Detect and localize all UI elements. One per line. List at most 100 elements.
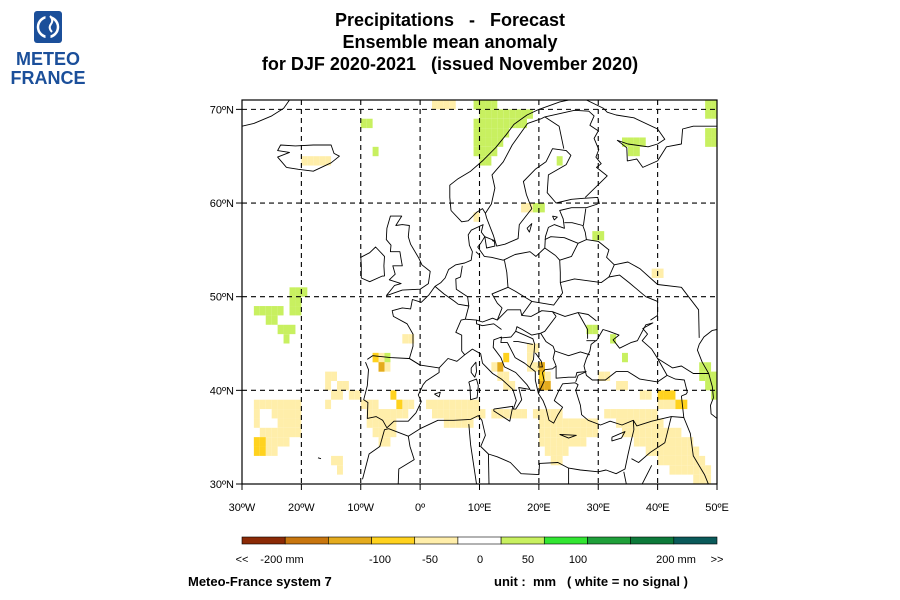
anomaly-cell-green [479,118,486,129]
anomaly-cell-light-yellow [693,474,700,484]
anomaly-cell-green [711,371,717,381]
anomaly-cell-light-yellow [325,399,332,410]
anomaly-cell-green [586,324,593,335]
anomaly-cell-light-yellow [705,465,712,475]
anomaly-cell-light-yellow [639,427,646,438]
coastline-segment [611,431,626,442]
anomaly-cell-light-yellow [645,390,652,400]
anomaly-cell-light-yellow [639,390,646,400]
coastline-segment [683,417,709,484]
anomaly-cell-light-yellow [437,399,444,410]
anomaly-cell-light-yellow [521,409,527,419]
anomaly-cell-light-yellow [467,399,474,410]
meteo-france-emblem-icon [34,11,62,43]
lon-tick-label: 40ºE [646,502,670,514]
coastline-segment [657,358,709,374]
anomaly-cell-light-yellow [277,427,284,438]
anomaly-cell-light-yellow [544,437,551,447]
anomaly-cell-green [598,231,605,241]
anomaly-cell-light-yellow [443,418,450,428]
anomaly-cell-light-yellow [556,427,563,438]
coastline-segment [623,471,627,484]
anomaly-cell-green [491,146,498,157]
anomaly-cell-light-yellow [651,409,658,419]
anomaly-cell-light-yellow [402,409,409,419]
anomaly-cell-light-yellow [580,418,587,428]
anomaly-cell-light-yellow [574,427,581,438]
anomaly-cell-yellow [669,390,676,400]
anomaly-cell-light-yellow [277,418,284,428]
anomaly-cell-light-yellow [627,409,634,419]
anomaly-cell-light-yellow [271,437,278,447]
anomaly-cell-light-yellow [473,399,480,410]
coastlines [242,100,717,484]
anomaly-cell-light-yellow [265,437,272,447]
anomaly-cell-light-yellow [503,409,510,419]
anomaly-cell-green [479,109,486,119]
anomaly-cell-green [509,118,516,129]
anomaly-cell-green [479,146,486,157]
anomaly-cell-light-yellow [627,418,634,428]
anomaly-cell-light-yellow [532,362,539,372]
coastline-segment [465,309,523,323]
anomaly-cell-light-yellow [295,399,302,410]
legend-swatch [630,536,675,545]
anomaly-cell-yellow [657,390,664,400]
coastline-segment [641,465,653,484]
anomaly-cell-yellow [681,399,688,410]
anomaly-cell-light-yellow [633,437,640,447]
anomaly-cell-light-yellow [289,409,296,419]
coastline-segment [450,148,600,247]
anomaly-cell-light-yellow [616,380,622,391]
anomaly-cell-light-yellow [681,446,688,456]
anomaly-cell-light-yellow [687,446,694,456]
lat-tick-label: 40ºN [210,385,234,397]
coastline-segment [544,236,579,244]
anomaly-cell-green [295,287,302,297]
legend-label: -50 [422,554,438,566]
anomaly-cell-light-yellow [616,418,622,428]
anomaly-cell-light-yellow [622,418,628,428]
anomaly-cell-light-yellow [562,437,569,447]
anomaly-cell-yellow [259,437,266,447]
coastline-segment [564,222,587,240]
anomaly-cell-light-yellow [378,409,385,419]
coastline-segment [491,240,495,242]
anomaly-cell-light-yellow [378,418,385,428]
anomaly-cell-light-yellow [681,465,688,475]
anomaly-cell-light-yellow [687,465,694,475]
anomaly-cell-green [265,306,272,316]
anomaly-cell-green [705,100,712,110]
lat-tick-label: 30ºN [210,479,234,491]
anomaly-cell-light-yellow [253,399,260,410]
anomaly-cell-light-yellow [337,380,343,391]
legend-swatch [673,536,718,545]
anomaly-cell-green [473,128,480,138]
anomaly-cell-green [705,380,712,391]
anomaly-cell-light-yellow [663,399,670,410]
coastline-segment [409,358,421,366]
anomaly-cell-light-yellow [669,437,676,447]
anomaly-cell-light-yellow [657,268,664,278]
coastline-segment [397,436,415,484]
anomaly-cell-green [277,324,284,335]
anomaly-cell-light-yellow [675,437,682,447]
anomaly-cell-light-yellow [372,418,379,428]
coastline-segment [487,453,490,484]
anomaly-cell-light-yellow [253,409,260,419]
anomaly-cell-light-yellow [705,474,712,484]
anomaly-cell-light-yellow [610,409,617,419]
anomaly-cell-light-yellow [669,427,676,438]
anomaly-cell-light-yellow [657,418,664,428]
anomaly-cell-light-yellow [515,409,522,419]
anomaly-cell-light-yellow [384,418,391,428]
anomaly-cell-green [711,390,717,400]
coastline-segment [513,341,533,345]
anomaly-cell-light-yellow [598,371,605,381]
anomaly-cell-light-yellow [592,427,599,438]
anomaly-cell-light-yellow [337,390,343,400]
anomaly-cell-light-yellow [366,409,373,419]
anomaly-cell-light-yellow [556,418,563,428]
anomaly-cell-light-yellow [497,371,504,381]
anomaly-cell-light-yellow [556,446,563,456]
